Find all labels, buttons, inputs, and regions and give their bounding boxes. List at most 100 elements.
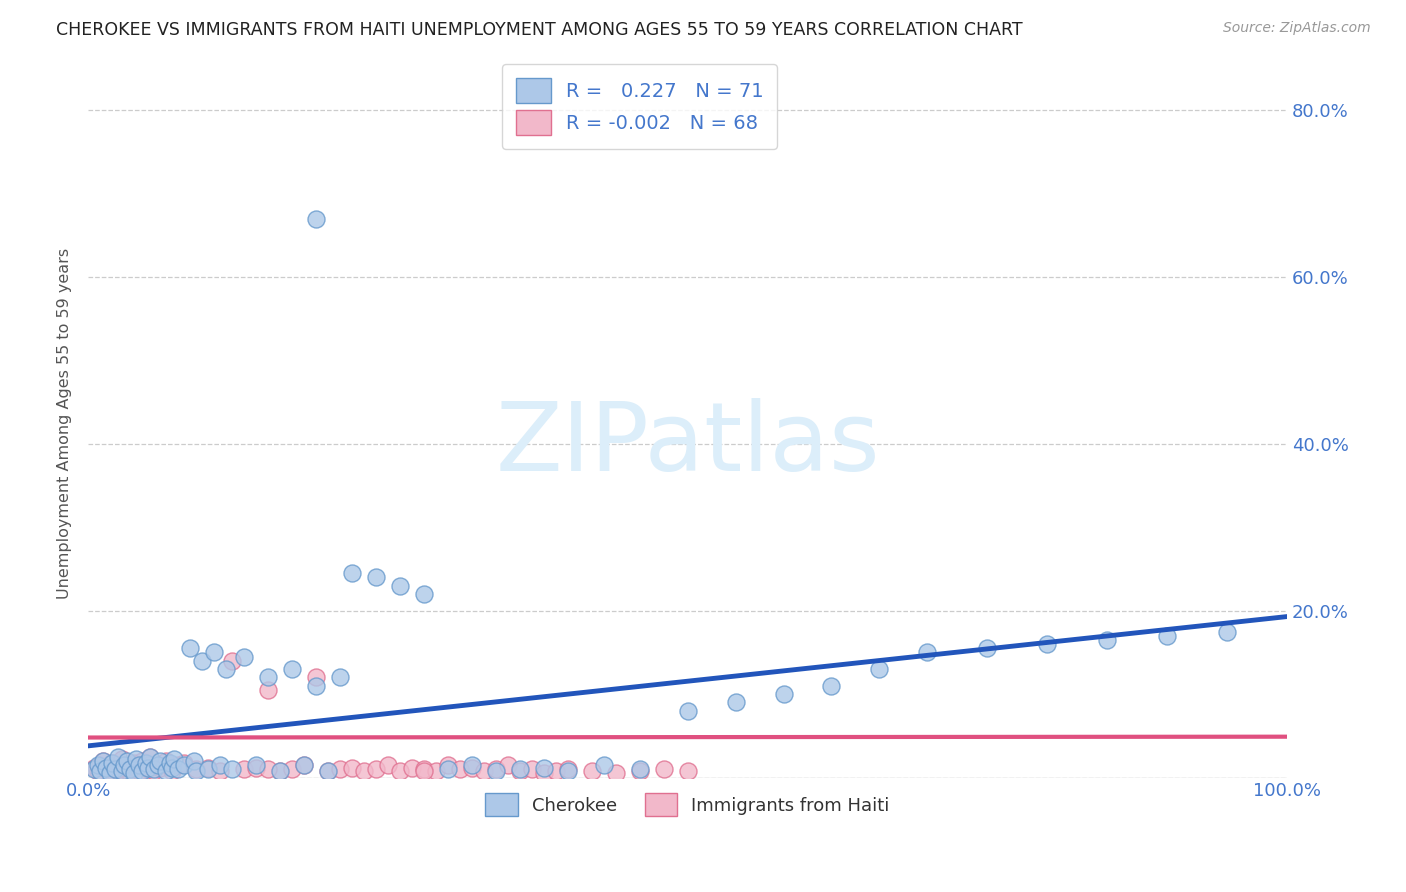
Point (197, 762, 219, 776)
Point (179, 641, 201, 656)
Point (437, 758, 460, 772)
Point (107, 749, 129, 764)
Point (245, 758, 267, 772)
Point (128, 758, 150, 772)
Point (461, 758, 484, 772)
Point (101, 756, 124, 770)
Point (772, 687, 794, 701)
Point (557, 764, 579, 778)
Point (496, 758, 519, 772)
Point (533, 760, 555, 774)
Point (364, 762, 387, 776)
Point (125, 760, 148, 774)
Point (724, 696, 747, 710)
Point (676, 704, 699, 718)
Point (167, 758, 190, 772)
Point (605, 766, 627, 780)
Point (269, 764, 291, 778)
Point (509, 764, 531, 778)
Point (98, 766, 121, 780)
Text: Source: ZipAtlas.com: Source: ZipAtlas.com (1223, 21, 1371, 35)
Point (155, 754, 177, 768)
Point (208, 758, 231, 772)
Point (316, 764, 339, 778)
Point (917, 645, 939, 659)
Point (412, 587, 434, 601)
Point (136, 758, 159, 772)
Point (281, 662, 304, 676)
Point (128, 764, 150, 778)
Point (485, 764, 508, 778)
Point (557, 762, 579, 776)
Point (159, 756, 181, 770)
Point (412, 764, 434, 778)
Point (135, 756, 157, 770)
Point (581, 764, 603, 778)
Point (364, 570, 387, 584)
Point (316, 764, 339, 778)
Point (146, 758, 169, 772)
Point (628, 762, 651, 776)
Point (388, 579, 411, 593)
Point (281, 762, 304, 776)
Point (353, 764, 375, 778)
Point (87, 764, 110, 778)
Point (412, 762, 434, 776)
Point (101, 756, 124, 770)
Point (191, 654, 214, 668)
Point (91, 754, 114, 768)
Point (329, 762, 352, 776)
Point (122, 756, 145, 770)
Point (221, 654, 243, 668)
Point (1097, 632, 1119, 647)
Text: ZIPatlas: ZIPatlas (495, 398, 880, 491)
Point (305, 211, 328, 226)
Point (340, 566, 363, 581)
Point (143, 764, 166, 778)
Point (155, 764, 177, 778)
Point (91, 754, 114, 768)
Point (257, 683, 280, 698)
Point (89, 758, 111, 772)
Point (215, 662, 238, 676)
Point (257, 762, 280, 776)
Point (425, 764, 447, 778)
Point (257, 670, 280, 684)
Point (592, 758, 614, 772)
Point (149, 760, 172, 774)
Point (107, 764, 129, 778)
Legend: Cherokee, Immigrants from Haiti: Cherokee, Immigrants from Haiti (477, 784, 898, 825)
Point (112, 758, 135, 772)
Point (136, 762, 159, 776)
Point (461, 760, 484, 774)
Point (520, 762, 543, 776)
Point (83, 762, 105, 776)
Point (472, 764, 495, 778)
Point (149, 754, 172, 768)
Point (197, 760, 219, 774)
Point (401, 760, 423, 774)
Point (183, 754, 205, 768)
Point (107, 762, 129, 776)
Point (139, 749, 162, 764)
Point (87, 758, 110, 772)
Point (340, 760, 363, 774)
Point (160, 760, 183, 774)
Point (208, 764, 231, 778)
Point (233, 762, 256, 776)
Point (976, 641, 998, 656)
Point (115, 762, 138, 776)
Point (83, 760, 105, 774)
Point (233, 649, 256, 664)
Point (111, 752, 134, 766)
Point (292, 758, 315, 772)
Point (103, 762, 125, 776)
Point (544, 764, 567, 778)
Point (221, 762, 243, 776)
Point (131, 764, 153, 778)
Text: CHEROKEE VS IMMIGRANTS FROM HAITI UNEMPLOYMENT AMONG AGES 55 TO 59 YEARS CORRELA: CHEROKEE VS IMMIGRANTS FROM HAITI UNEMPL… (56, 21, 1024, 38)
Point (135, 758, 157, 772)
Y-axis label: Unemployment Among Ages 55 to 59 years: Unemployment Among Ages 55 to 59 years (58, 247, 72, 599)
Point (120, 766, 142, 780)
Point (120, 762, 142, 776)
